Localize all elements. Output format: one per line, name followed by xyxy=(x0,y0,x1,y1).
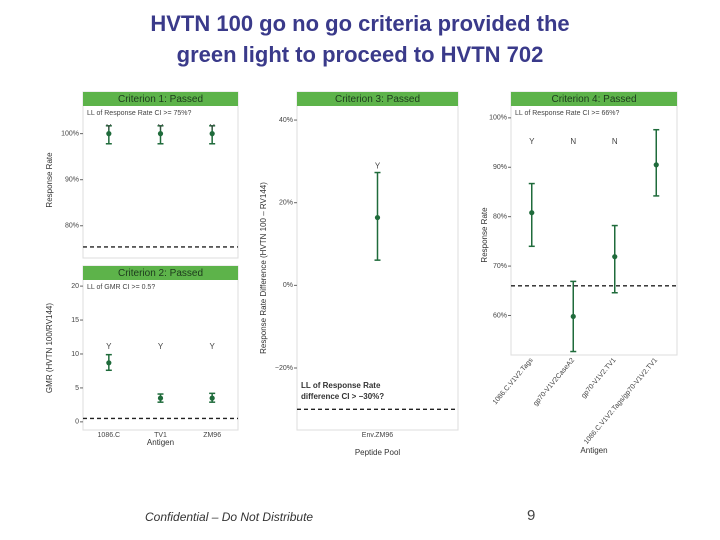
y-tick-label: 20% xyxy=(279,200,293,207)
panel-header xyxy=(297,92,458,106)
x-tick-label: Env.ZM96 xyxy=(362,432,393,439)
page-number: 9 xyxy=(527,507,535,524)
point-label: Y xyxy=(375,162,381,171)
point xyxy=(209,131,215,137)
y-tick-label: 100% xyxy=(61,130,79,137)
y-axis-title: Response Rate xyxy=(480,207,489,263)
y-tick-label: 20 xyxy=(71,283,79,290)
point-label: Y xyxy=(158,342,164,351)
x-tick-label: gp70-V1V2CaseA2 xyxy=(532,357,576,407)
panel xyxy=(510,91,678,356)
y-axis-title: Response Rate xyxy=(45,152,54,208)
point-label: Y xyxy=(209,342,215,351)
y-tick-label: 10 xyxy=(71,351,79,358)
y-tick-label: 0 xyxy=(75,419,79,426)
footer-note: Confidential – Do Not Distribute xyxy=(145,510,313,524)
slide-title: HVTN 100 go no go criteria provided the xyxy=(150,11,569,36)
y-tick-label: 90% xyxy=(493,164,507,171)
panel-header xyxy=(83,266,238,280)
y-tick-label: 40% xyxy=(279,117,293,124)
y-tick-label: 100% xyxy=(489,115,507,122)
point xyxy=(209,395,215,401)
x-tick-label: TV1 xyxy=(154,432,167,439)
y-tick-label: 80% xyxy=(65,223,79,230)
point xyxy=(529,210,535,216)
point-label: Y xyxy=(106,342,112,351)
panel-subtitle: LL of Response Rate CI >= 75%? xyxy=(87,110,192,117)
panel-title: Criterion 2: Passed xyxy=(118,268,203,279)
point-label: Y xyxy=(106,123,112,132)
panel-title: Criterion 1: Passed xyxy=(118,94,203,105)
point-label: N xyxy=(570,137,576,146)
point-label: N xyxy=(612,137,618,146)
y-tick-label: 0% xyxy=(283,282,293,289)
point xyxy=(106,131,112,137)
y-tick-label: 15 xyxy=(71,317,79,324)
x-axis-title: Antigen xyxy=(580,446,607,455)
point xyxy=(653,162,659,168)
y-axis-title: GMR (HVTN 100/RV144) xyxy=(45,303,54,393)
y-tick-label: 80% xyxy=(493,214,507,221)
annotation: LL of Response Rate xyxy=(301,381,381,390)
point xyxy=(106,360,112,366)
point-label: Y xyxy=(209,123,215,132)
x-axis-title: Peptide Pool xyxy=(355,448,401,457)
x-tick-label: 1086.C xyxy=(98,432,121,439)
x-tick-label: gp70-V1V2.TV1 xyxy=(580,357,617,400)
annotation: difference CI > −30%? xyxy=(301,392,384,401)
panel-header xyxy=(511,92,677,106)
y-tick-label: −20% xyxy=(275,365,293,372)
panel xyxy=(296,91,459,431)
y-tick-label: 70% xyxy=(493,263,507,270)
point-label: Y xyxy=(158,123,164,132)
panel-title: Criterion 3: Passed xyxy=(335,94,420,105)
panel-subtitle: LL of GMR CI >= 0.5? xyxy=(87,284,155,291)
point xyxy=(612,254,618,260)
x-axis-title: Antigen xyxy=(147,438,174,447)
x-tick-label: 1086.C.V1V2.Tags/gp70-V1V2.TV1 xyxy=(583,357,659,446)
panel-title: Criterion 4: Passed xyxy=(551,94,636,105)
y-tick-label: 90% xyxy=(65,177,79,184)
point xyxy=(157,395,164,401)
y-axis-title: Response Rate Difference (HVTN 100 – RV1… xyxy=(259,182,268,354)
panel-subtitle: LL of Response Rate CI >= 66%? xyxy=(515,110,620,117)
point xyxy=(374,214,381,221)
x-tick-label: ZM96 xyxy=(203,432,221,439)
panel xyxy=(82,91,239,259)
slide-title: green light to proceed to HVTN 702 xyxy=(177,42,544,67)
point-label: Y xyxy=(529,137,535,146)
y-tick-label: 5 xyxy=(75,385,79,392)
point xyxy=(570,313,576,320)
point xyxy=(157,131,164,137)
x-tick-label: 1086.C.V1V2.Tags xyxy=(492,357,535,407)
y-tick-label: 60% xyxy=(493,312,507,319)
panel-header xyxy=(83,92,238,106)
